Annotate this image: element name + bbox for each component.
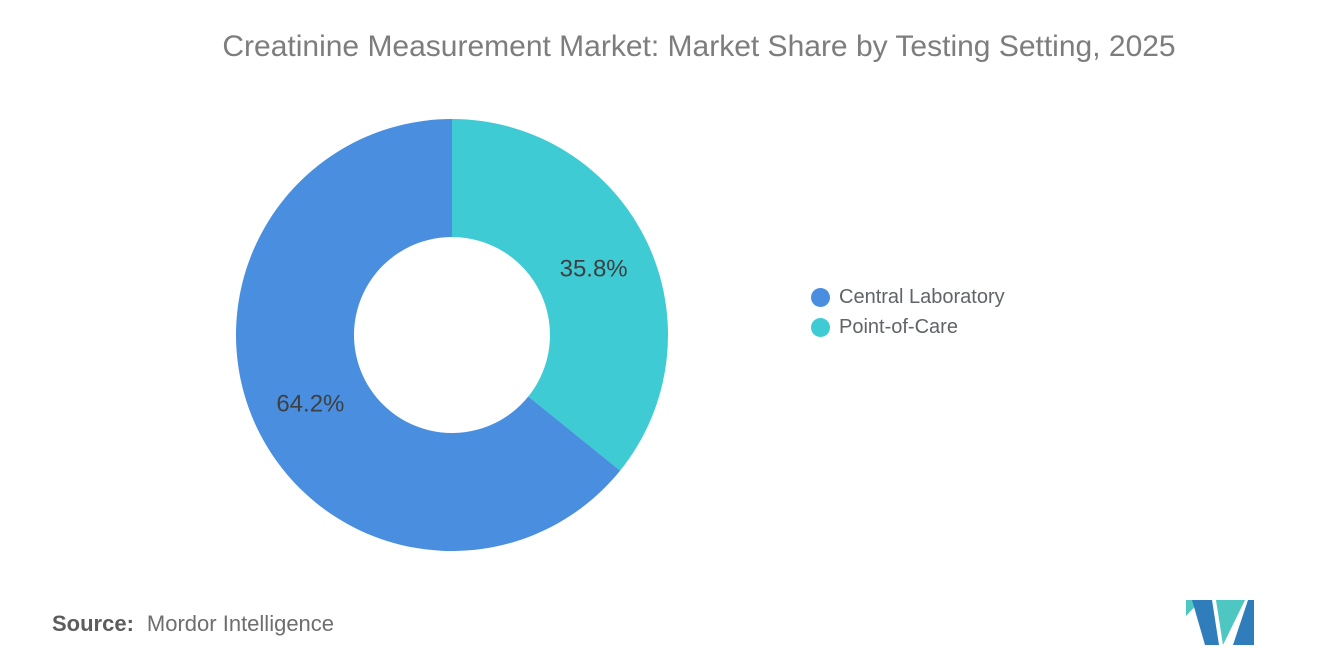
chart-title: Creatinine Measurement Market: Market Sh…: [222, 30, 1176, 63]
source-value: Mordor Intelligence: [146, 611, 335, 636]
source-note: Source: Mordor Intelligence: [52, 611, 334, 637]
logo-shape-teal-right: [1216, 600, 1245, 645]
legend-item-label: Point-of-Care: [839, 315, 958, 338]
pie-slice-point-of-care[interactable]: [452, 119, 668, 471]
slice-label: 35.8%: [560, 255, 628, 282]
pie-slice-central-laboratory[interactable]: [235, 119, 621, 551]
source-label: Source:: [52, 611, 134, 636]
legend-marker-point-of-care: [811, 317, 830, 337]
logo-shape-blue-left: [1192, 600, 1219, 645]
legend: Central Laboratory Point-of-Care: [811, 282, 1005, 342]
legend-item-point-of-care[interactable]: Point-of-Care: [811, 312, 1005, 342]
mordor-intelligence-logo: [1186, 600, 1254, 645]
logo-shape-blue-right: [1233, 600, 1254, 645]
legend-item-label: Central Laboratory: [839, 285, 1005, 308]
slice-label: 64.2%: [276, 391, 344, 418]
legend-marker-central-laboratory: [811, 287, 830, 307]
legend-item-central-laboratory[interactable]: Central Laboratory: [811, 282, 1005, 312]
donut-chart-svg: 35.8% 64.2%: [235, 119, 668, 551]
